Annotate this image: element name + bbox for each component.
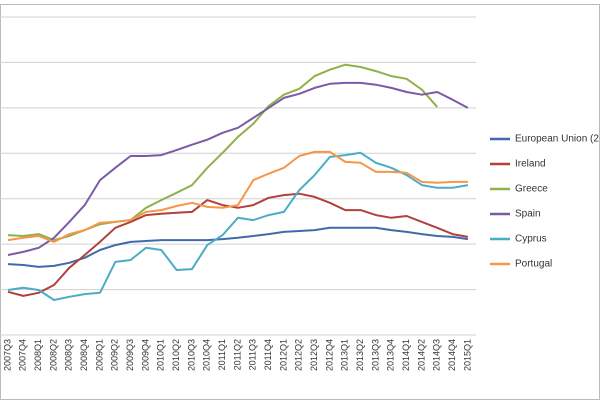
series-line bbox=[7, 226, 469, 268]
legend-label: European Union (2 bbox=[515, 134, 599, 145]
x-tick-label: 2014Q3 bbox=[432, 339, 442, 371]
x-tick-label: 2008Q2 bbox=[48, 339, 58, 371]
grid bbox=[0, 16, 476, 336]
x-axis: 2007Q3 2007Q4 2008Q1 2008Q2 2008Q3 2008Q4 2009… bbox=[2, 339, 472, 371]
legend: European Union (2 Ireland Greece Spain Cypru… bbox=[490, 134, 599, 270]
legend-label: Ireland bbox=[515, 159, 546, 170]
x-tick-label: 2014Q1 bbox=[401, 339, 411, 371]
x-tick-label: 2010Q3 bbox=[186, 339, 196, 371]
x-tick-label: 2008Q4 bbox=[79, 339, 89, 371]
x-tick-label: 2012Q1 bbox=[278, 339, 288, 371]
x-tick-label: 2011Q1 bbox=[217, 339, 227, 370]
x-tick-label: 2011Q3 bbox=[248, 339, 258, 370]
x-tick-label: 2009Q1 bbox=[94, 339, 104, 371]
series-line bbox=[7, 150, 468, 243]
x-tick-label: 2007Q4 bbox=[18, 339, 28, 371]
x-tick-label: 2009Q3 bbox=[125, 339, 135, 371]
series-line bbox=[7, 151, 469, 301]
x-tick-label: 2012Q2 bbox=[294, 339, 304, 371]
x-tick-label: 2007Q3 bbox=[2, 339, 12, 371]
x-tick-label: 2009Q2 bbox=[110, 339, 120, 371]
series-line bbox=[7, 81, 469, 256]
legend-label: Spain bbox=[515, 209, 541, 220]
x-tick-label: 2010Q4 bbox=[202, 339, 212, 371]
x-tick-label: 2013Q4 bbox=[386, 339, 396, 371]
x-tick-label: 2013Q2 bbox=[355, 339, 365, 371]
x-tick-label: 2008Q1 bbox=[33, 339, 43, 371]
x-tick-label: 2014Q2 bbox=[416, 339, 426, 371]
x-tick-label: 2010Q2 bbox=[171, 339, 181, 371]
x-tick-label: 2009Q4 bbox=[140, 339, 150, 371]
series-line bbox=[7, 192, 469, 297]
legend-label: Portugal bbox=[515, 259, 552, 270]
x-tick-label: 2013Q3 bbox=[370, 339, 380, 371]
x-tick-label: 2012Q4 bbox=[324, 339, 334, 371]
x-tick-label: 2014Q4 bbox=[447, 339, 457, 371]
x-tick-label: 2010Q1 bbox=[156, 339, 166, 371]
legend-label: Cyprus bbox=[515, 234, 547, 245]
x-tick-label: 2008Q3 bbox=[64, 339, 74, 371]
x-tick-label: 2015Q1 bbox=[462, 339, 472, 371]
chart-frame bbox=[0, 4, 600, 400]
x-tick-label: 2012Q3 bbox=[309, 339, 319, 371]
x-tick-label: 2011Q4 bbox=[263, 339, 273, 370]
x-tick-label: 2013Q1 bbox=[340, 339, 350, 371]
legend-label: Greece bbox=[515, 184, 548, 195]
plot bbox=[7, 63, 469, 301]
x-tick-label: 2011Q2 bbox=[232, 339, 242, 370]
